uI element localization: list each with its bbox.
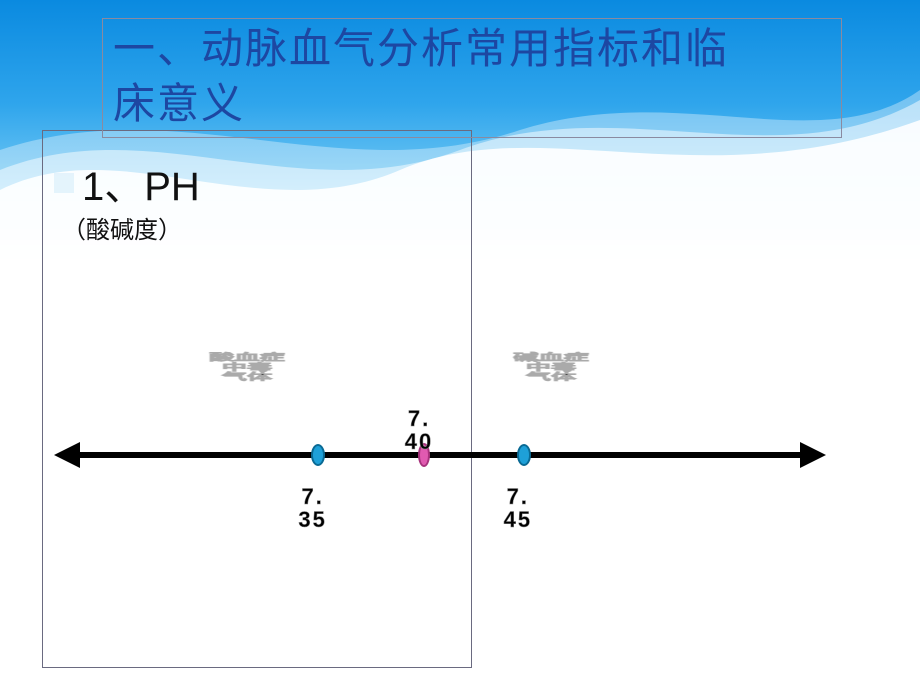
ph-number-line: 7. 35 7. 40 7. 45 酸血症 中毒 气体 碱血症 中毒 气体 xyxy=(60,300,820,600)
section-heading: 1、PH xyxy=(82,154,200,212)
section-heading-row: 1、PH xyxy=(54,154,200,212)
axis-tick-label: 7. 40 xyxy=(405,407,433,453)
title-line1: 一、动脉血气分析常用指标和临 xyxy=(113,23,831,78)
bullet-square-icon xyxy=(54,173,74,193)
axis-tick-label: 7. 45 xyxy=(504,485,532,531)
title-line2: 床意义 xyxy=(113,78,831,133)
range-marker xyxy=(517,444,531,466)
section-sublabel: （酸碱度） xyxy=(62,210,182,245)
arrow-right-icon xyxy=(800,442,826,468)
range-marker xyxy=(311,444,325,466)
region-label: 酸血症 中毒 气体 xyxy=(209,352,285,382)
axis-line xyxy=(60,452,820,458)
title-box: 一、动脉血气分析常用指标和临 床意义 xyxy=(102,18,842,138)
region-label: 碱血症 中毒 气体 xyxy=(513,352,589,382)
axis-tick-label: 7. 35 xyxy=(298,485,326,531)
arrow-left-icon xyxy=(54,442,80,468)
